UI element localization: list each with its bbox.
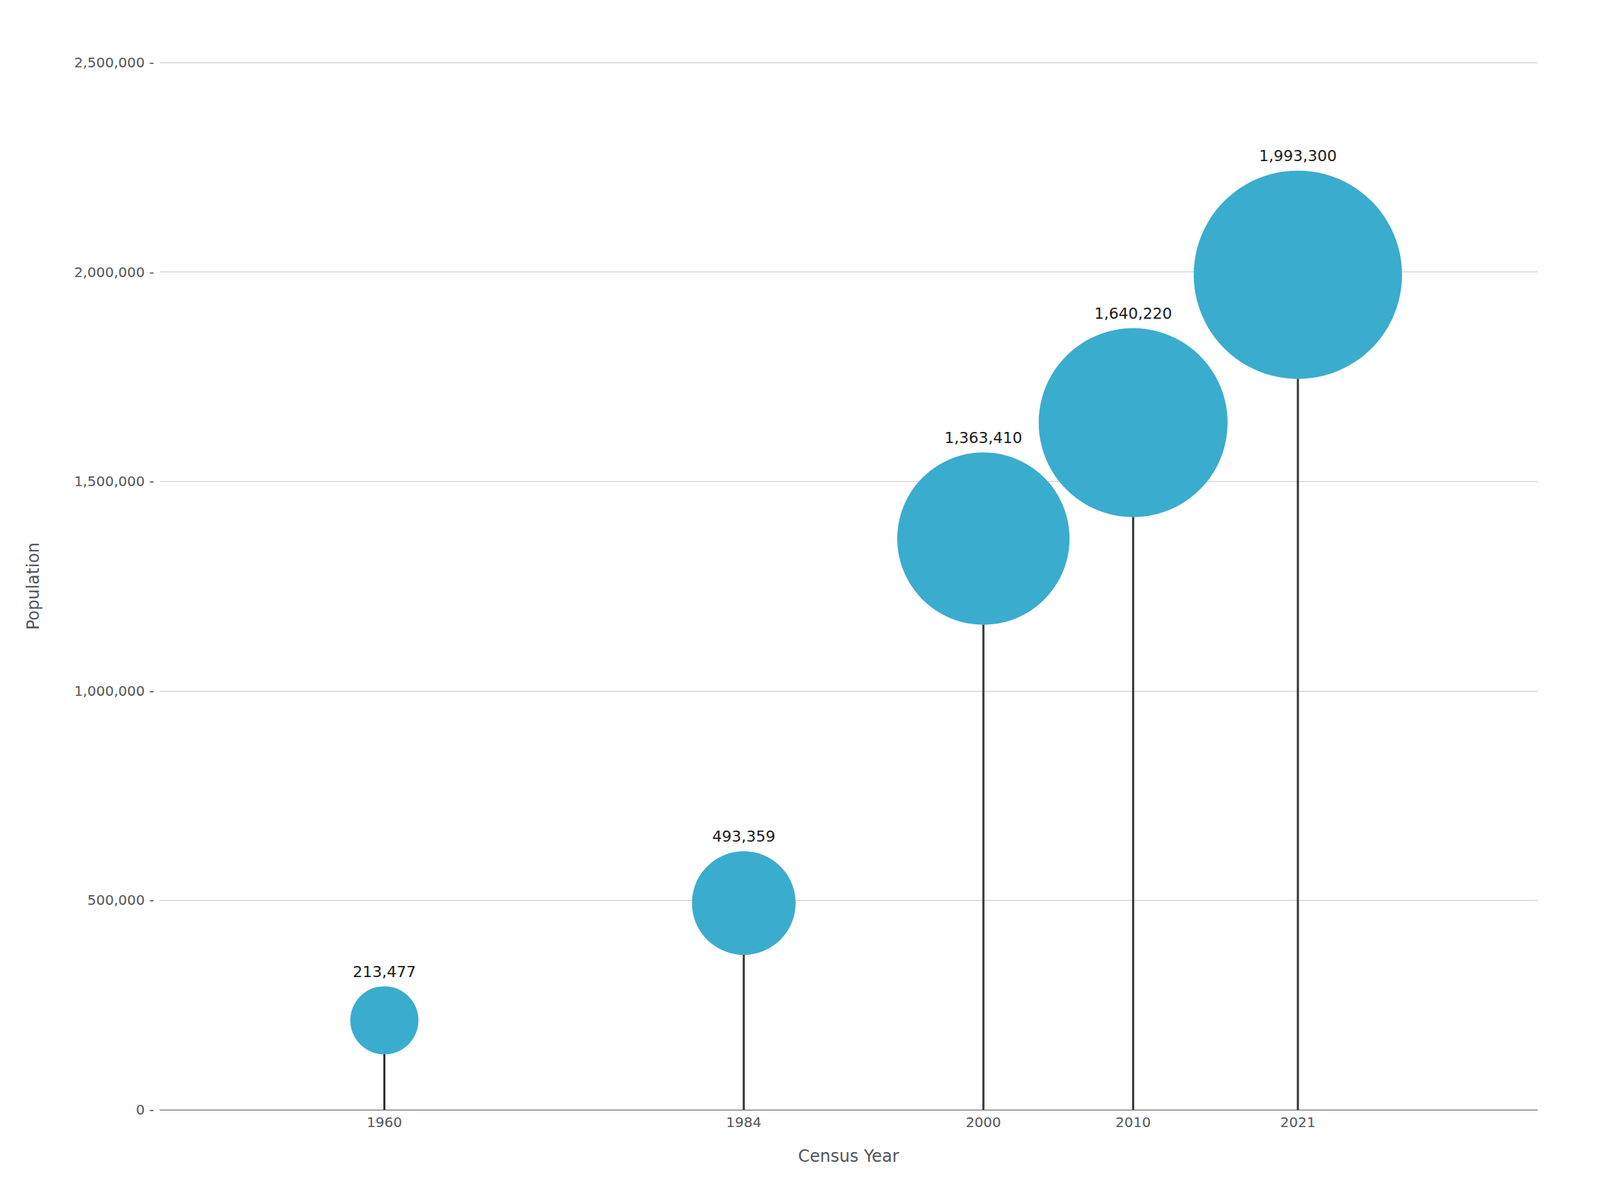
svg-text:1,363,410: 1,363,410 (944, 429, 1023, 447)
svg-text:1960: 1960 (366, 1113, 403, 1131)
svg-text:1,640,220: 1,640,220 (1094, 304, 1173, 323)
svg-text:0 -: 0 - (136, 1101, 155, 1119)
svg-text:2021: 2021 (1280, 1113, 1316, 1131)
svg-text:2,500,000 -: 2,500,000 - (74, 54, 155, 71)
svg-text:1,993,300: 1,993,300 (1259, 147, 1337, 165)
svg-text:Census Year: Census Year (797, 1146, 900, 1166)
svg-text:Population: Population (23, 542, 44, 630)
svg-text:2,000,000 -: 2,000,000 - (74, 263, 155, 281)
svg-text:2000: 2000 (965, 1113, 1002, 1131)
svg-text:1,000,000 -: 1,000,000 - (74, 682, 155, 700)
svg-text:213,477: 213,477 (352, 963, 416, 981)
svg-text:1984: 1984 (726, 1113, 762, 1131)
svg-text:500,000 -: 500,000 - (87, 891, 155, 909)
svg-text:1,500,000 -: 1,500,000 - (74, 472, 155, 490)
svg-text:2010: 2010 (1115, 1113, 1151, 1131)
svg-text:493,359: 493,359 (712, 827, 776, 846)
